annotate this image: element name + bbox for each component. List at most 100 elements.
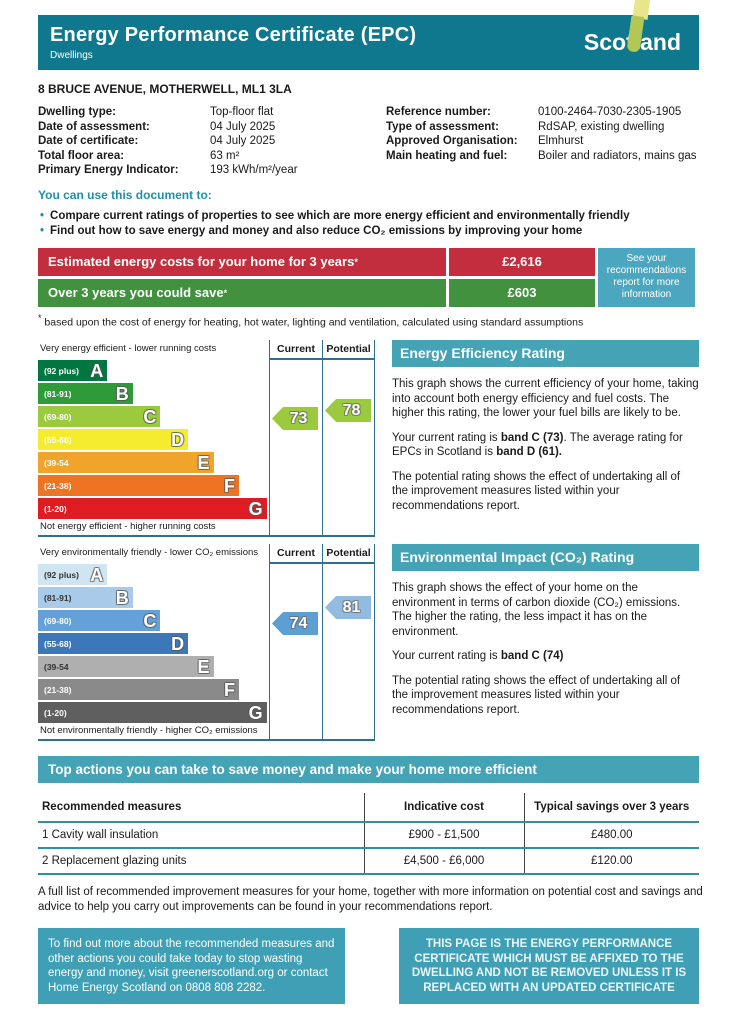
cost-value-text: £2,616 — [502, 254, 542, 269]
potential-column-header: Potential — [323, 340, 374, 360]
text: Your current rating is — [392, 431, 501, 444]
cost-cell: £900 - £1,500 — [363, 822, 524, 849]
detail-row: Date of assessment: 04 July 2025 — [38, 120, 370, 135]
chart-bottom-label: Not environmentally friendly - higher CO… — [40, 725, 258, 736]
detail-label: Reference number: — [386, 106, 491, 118]
band-c: (69-80) C — [38, 406, 161, 427]
property-details: Dwelling type: Top-floor flat Date of as… — [38, 105, 699, 178]
details-left-column: Dwelling type: Top-floor flat Date of as… — [38, 105, 370, 178]
panel-paragraph: This graph shows the effect of your home… — [392, 582, 681, 638]
detail-value: 04 July 2025 — [210, 135, 276, 147]
table-header-row: Recommended measures Indicative cost Typ… — [38, 793, 699, 823]
text: Your current rating is — [392, 650, 501, 662]
chart-bottom-label: Not energy efficient - higher running co… — [40, 521, 216, 532]
current-rating-arrow: 73 — [272, 407, 318, 430]
bullet-icon: • — [40, 224, 45, 237]
band-letter: B — [115, 383, 129, 404]
band-f: (21-38) F — [38, 679, 239, 700]
band-e: (39-54 E — [38, 656, 214, 677]
full-list-note: A full list of recommended improvement m… — [38, 886, 703, 913]
header-band: Energy Performance Certificate (EPC) Dwe… — [38, 15, 699, 70]
chart-top-label: Very environmentally friendly - lower CO… — [40, 547, 259, 558]
rating-bands: (92 plus) A (81-91) B (69-80) C (55-68) D (3… — [38, 564, 269, 723]
band-row: (21-38) F — [38, 679, 269, 700]
environmental-impact-panel: Environmental Impact (CO₂) Rating This g… — [392, 544, 699, 741]
potential-rating-arrow: 81 — [325, 596, 371, 619]
measure-cell: 1 Cavity wall insulation — [38, 822, 364, 849]
current-band-text: band C (74) — [500, 650, 564, 662]
band-range: (92 plus) — [44, 569, 79, 580]
environmental-impact-section: Very environmentally friendly - lower CO… — [38, 544, 699, 741]
band-row: (1-20) G — [38, 702, 269, 723]
current-column: Current — [269, 544, 322, 739]
detail-label: Date of certificate: — [38, 135, 139, 147]
column-header: Typical savings over 3 years — [523, 793, 699, 823]
asterisk: * — [354, 256, 358, 267]
panel-paragraph: The potential rating shows the effect of… — [392, 470, 681, 512]
band-row: (55-68) D — [38, 429, 269, 450]
detail-label: Main heating and fuel: — [386, 149, 508, 162]
detail-label: Approved Organisation: — [386, 135, 518, 147]
bullet-item: • Compare current ratings of properties … — [38, 209, 699, 224]
band-c: (69-80) C — [38, 610, 161, 631]
detail-value: 63 m² — [210, 149, 240, 162]
band-g: (1-20) G — [38, 498, 267, 519]
band-range: (21-38) — [44, 480, 72, 491]
detail-value: 0100-2464-7030-2305-1905 — [538, 106, 682, 118]
band-row: (1-20) G — [38, 498, 269, 519]
detail-label: Total floor area: — [38, 149, 125, 162]
band-row: (92 plus) A — [38, 564, 269, 585]
energy-costs-table: Estimated energy costs for your home for… — [38, 247, 699, 307]
cost-label-text: Estimated energy costs for your home for… — [48, 254, 355, 269]
current-band-text: band C (73) — [500, 431, 564, 444]
detail-value: Top-floor flat — [210, 106, 274, 118]
band-row: (92 plus) A — [38, 360, 269, 381]
potential-rating-value: 78 — [342, 401, 361, 419]
band-letter: G — [248, 702, 263, 723]
detail-row: Dwelling type: Top-floor flat — [38, 105, 370, 120]
energy-efficiency-chart: Very energy efficient - lower running co… — [38, 340, 375, 537]
band-b: (81-91) B — [38, 587, 133, 608]
band-letter: D — [171, 633, 185, 654]
detail-row: Type of assessment: RdSAP, existing dwel… — [386, 120, 708, 135]
band-range: (1-20) — [44, 503, 67, 514]
text: . The average rating for EPCs in Scotlan… — [392, 431, 683, 459]
band-letter: D — [171, 429, 185, 450]
footer-boxes: To find out more about the recommended m… — [38, 928, 699, 1004]
details-right-column: Reference number: 0100-2464-7030-2305-19… — [386, 105, 708, 178]
usage-bullets: • Compare current ratings of properties … — [38, 209, 699, 239]
potential-column-header: Potential — [323, 544, 374, 564]
energy-efficiency-panel: Energy Efficiency Rating This graph show… — [392, 340, 699, 537]
band-row: (39-54 E — [38, 656, 269, 677]
cost-row-label: Over 3 years you could save * — [38, 278, 446, 307]
saving-cell: £120.00 — [523, 848, 699, 875]
table-row: 1 Cavity wall insulation £900 - £1,500 £… — [38, 822, 699, 849]
detail-value: 193 kWh/m²/year — [210, 164, 298, 176]
detail-value: Elmhurst — [538, 135, 584, 147]
band-letter: F — [223, 475, 235, 496]
rating-bands: (92 plus) A (81-91) B (69-80) C (55-68) D (3… — [38, 360, 269, 519]
panel-title: Environmental Impact (CO₂) Rating — [392, 544, 699, 571]
detail-row: Date of certificate: 04 July 2025 — [38, 134, 370, 149]
band-d: (55-68) D — [38, 633, 189, 654]
band-range: (39-54 — [44, 457, 69, 468]
potential-rating-value: 81 — [342, 598, 361, 616]
top-actions-banner: Top actions you can take to save money a… — [38, 756, 699, 783]
current-rating-value: 74 — [289, 614, 308, 632]
asterisk: * — [38, 312, 42, 323]
band-letter: E — [197, 452, 210, 473]
detail-label: Date of assessment: — [38, 120, 150, 133]
cost-value-text: £603 — [507, 285, 537, 300]
column-header: Recommended measures — [38, 793, 364, 823]
saving-cell: £480.00 — [523, 822, 699, 849]
band-letter: F — [223, 679, 235, 700]
band-letter: C — [143, 610, 157, 631]
band-range: (81-91) — [44, 592, 72, 603]
band-letter: A — [90, 360, 104, 381]
band-d: (55-68) D — [38, 429, 189, 450]
column-header: Indicative cost — [363, 793, 524, 823]
current-column-header: Current — [270, 340, 322, 360]
band-range: (55-68) — [44, 434, 72, 445]
chart-top-label: Very energy efficient - lower running co… — [40, 343, 217, 354]
